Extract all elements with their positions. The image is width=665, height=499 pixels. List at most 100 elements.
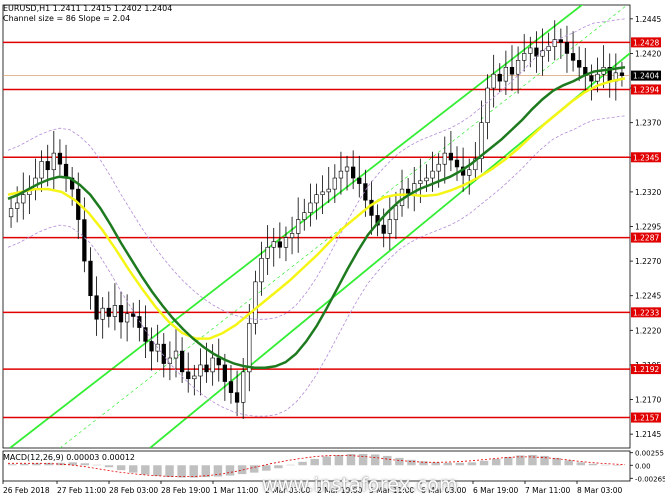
- candle-body: [387, 219, 392, 234]
- candle-body: [228, 381, 234, 393]
- macd-hist-bar: [443, 462, 452, 466]
- candle-body: [265, 246, 270, 259]
- macd-hist-bar: [600, 464, 610, 466]
- candle-body: [448, 152, 454, 161]
- candle-body: [118, 305, 124, 323]
- x-tick-label: 27 Feb 11:00: [57, 486, 106, 495]
- y-tick-label: 1.2320: [635, 188, 661, 197]
- macd-hist-bar: [504, 456, 513, 466]
- macd-hist-bar: [322, 456, 332, 466]
- candle-body: [479, 122, 484, 159]
- level-label-bg: [631, 84, 661, 95]
- candle-body: [503, 66, 509, 82]
- candle-body: [589, 75, 594, 82]
- candle-body: [149, 341, 154, 352]
- level-label-bg: [631, 307, 661, 318]
- candle-body: [308, 202, 313, 213]
- candle-body: [332, 177, 337, 190]
- macd-hist-bar: [310, 458, 319, 466]
- candle-body: [21, 194, 26, 204]
- macd-hist-bar: [528, 454, 537, 466]
- macd-hist-bar: [32, 463, 41, 466]
- candle-body: [289, 233, 295, 238]
- candle-body: [70, 177, 75, 190]
- macd-hist-bar: [395, 457, 404, 466]
- x-tick-label: 28 Feb 03:00: [109, 486, 158, 495]
- candle-body: [546, 46, 551, 51]
- x-tick-label: 26 Feb 2018: [3, 486, 50, 495]
- macd-hist-bar: [104, 465, 114, 468]
- macd-hist-bar: [92, 464, 102, 466]
- candle-body: [522, 53, 527, 61]
- level-label-bg: [631, 232, 661, 243]
- macd-hist-bar: [68, 462, 77, 466]
- candle-body: [234, 392, 240, 403]
- candle-body: [51, 152, 56, 171]
- ma-fast-line: [7, 66, 626, 369]
- macd-y-tick-label: -0.00265: [635, 475, 665, 483]
- candle-body: [393, 205, 399, 220]
- macd-hist-bar: [141, 465, 150, 475]
- macd-hist-bar: [8, 464, 17, 466]
- candle-body: [515, 60, 521, 75]
- level-label: 1.2192: [633, 365, 659, 374]
- x-tick-label: 28 Feb 19:00: [161, 486, 210, 495]
- macd-hist-bar: [612, 465, 622, 466]
- candle-body: [179, 350, 185, 373]
- candle-body: [570, 53, 576, 61]
- macd-hist-bar: [552, 457, 561, 466]
- symbol-header: EURUSD,H1 1.2411 1.2415 1.2402 1.2404: [3, 4, 173, 13]
- macd-hist-bar: [225, 465, 235, 476]
- candle-body: [424, 177, 429, 182]
- y-tick-label: 1.2445: [635, 15, 661, 24]
- candle-body: [253, 281, 258, 324]
- macd-hist-bar: [516, 455, 525, 466]
- y-tick-label: 1.2245: [635, 292, 661, 301]
- level-label: 1.2428: [633, 38, 659, 47]
- candle-body: [247, 323, 252, 373]
- candle-body: [94, 295, 99, 320]
- macd-hist-bar: [467, 462, 477, 466]
- candle-body: [124, 313, 130, 323]
- candle-body: [283, 237, 289, 248]
- x-tick-label: 6 Mar 19:00: [473, 486, 519, 495]
- candle-body: [344, 166, 350, 172]
- channel-header: Channel size = 86 Slope = 2.04: [3, 14, 131, 23]
- macd-hist-bar: [419, 461, 428, 466]
- candle-body: [106, 307, 111, 317]
- price-panel: 1.24451.24201.23951.23701.23451.23201.22…: [2, 4, 661, 449]
- candle-body: [430, 170, 435, 179]
- y-tick-label: 1.2170: [635, 396, 661, 405]
- candle-body: [131, 313, 136, 317]
- macd-hist-bar: [44, 462, 53, 466]
- macd-hist-bar: [358, 453, 368, 466]
- candle-body: [137, 316, 142, 328]
- candle-body: [595, 73, 600, 82]
- macd-y-tick-label: 0.00255: [635, 450, 664, 458]
- macd-hist-bar: [201, 465, 211, 478]
- macd-hist-bar: [334, 454, 344, 466]
- macd-hist-bar: [249, 465, 259, 473]
- candle-body: [173, 350, 179, 359]
- macd-hist-bar: [588, 463, 598, 466]
- macd-hist-bar: [431, 462, 440, 466]
- candle-body: [467, 169, 472, 176]
- candle-body: [540, 50, 545, 57]
- level-label-bg: [631, 152, 661, 163]
- macd-hist-bar: [189, 465, 198, 478]
- candle-body: [45, 161, 50, 171]
- candle-body: [442, 152, 447, 165]
- macd-hist-bar: [177, 465, 186, 478]
- candle-body: [57, 152, 63, 165]
- macd-signal-line: [8, 455, 626, 477]
- level-label: 1.2394: [633, 85, 659, 94]
- candle-body: [204, 364, 209, 373]
- macd-hist-bar: [262, 465, 271, 471]
- candle-body: [528, 47, 533, 54]
- candle-body: [8, 208, 14, 218]
- y-tick-label: 1.2295: [635, 223, 661, 232]
- candle-body: [363, 183, 368, 201]
- current-price-label: 1.2404: [633, 72, 659, 81]
- candle-body: [216, 357, 221, 366]
- candle-body: [619, 72, 625, 76]
